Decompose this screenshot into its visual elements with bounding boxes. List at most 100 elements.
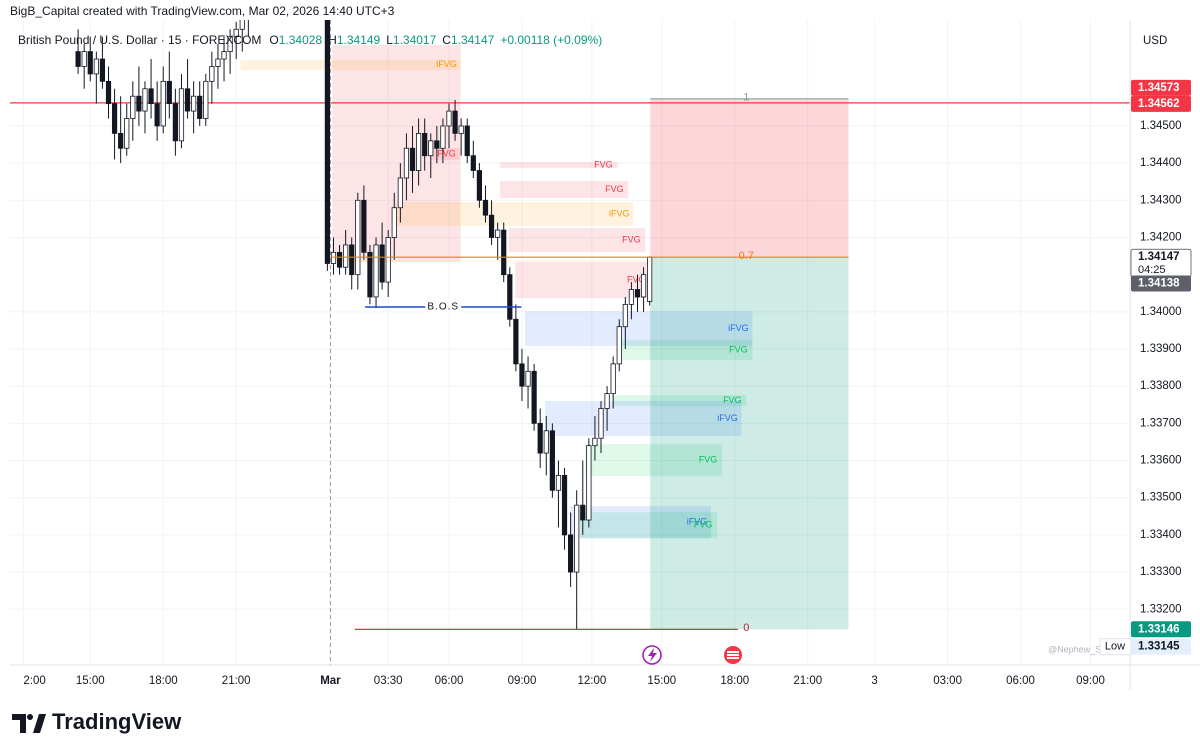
- fvg-zone: [620, 340, 753, 361]
- candle-body: [519, 363, 525, 387]
- price-tag-label: 1.34573: [1138, 82, 1180, 94]
- candle-body: [397, 177, 403, 209]
- fvg-zone: [508, 228, 646, 252]
- x-tick-label: 18:00: [720, 675, 749, 687]
- candle-body: [616, 326, 622, 365]
- candle-body: [598, 408, 604, 439]
- x-tick-label: 09:00: [1076, 675, 1105, 687]
- price-tag: [1131, 621, 1191, 638]
- x-tick-label: 21:00: [793, 675, 822, 687]
- candle-body: [586, 445, 592, 521]
- fvg-zone: [395, 202, 634, 226]
- candle-body: [197, 95, 203, 119]
- candle-body: [172, 103, 178, 142]
- change: +0.00118 (+0.09%): [500, 33, 602, 47]
- brand-logo: [12, 714, 46, 733]
- ohlc-value: 1.34149: [337, 33, 381, 47]
- fvg-zone: [545, 401, 742, 436]
- y-tick-label: 1.34400: [1140, 157, 1182, 169]
- ohlc-value: 1.34147: [451, 33, 495, 47]
- candle-body: [470, 155, 476, 171]
- candle-body: [391, 207, 397, 238]
- x-tick-label: 06:00: [435, 675, 464, 687]
- fvg-label: FVG: [622, 234, 641, 244]
- candle-body: [148, 88, 154, 105]
- candle-body: [239, 20, 245, 30]
- price-tag-label: 1.34147: [1138, 251, 1180, 263]
- price-tag-label: 1.34562: [1138, 98, 1180, 110]
- candle-body: [124, 118, 130, 149]
- y-tick-label: 1.34500: [1140, 120, 1182, 132]
- candle-body: [440, 125, 446, 149]
- candle-body: [543, 430, 549, 454]
- fvg-label: FVG: [605, 184, 624, 194]
- candle-body: [580, 504, 586, 521]
- candle-body: [409, 147, 416, 171]
- ohlc-value: 1.34017: [393, 33, 437, 47]
- candle-body: [118, 132, 124, 149]
- candle-body: [136, 95, 142, 112]
- candle-body: [555, 475, 562, 491]
- candle-body: [343, 244, 349, 268]
- price-tag: [1131, 95, 1191, 112]
- candle-body: [495, 229, 501, 238]
- x-tick-label: 06:00: [1006, 675, 1035, 687]
- candle-body: [75, 51, 81, 67]
- candle-body: [336, 251, 343, 268]
- candle-body: [428, 140, 434, 157]
- candle-body: [233, 28, 239, 38]
- candle-body: [385, 237, 391, 283]
- fvg-label: FVG: [627, 274, 646, 284]
- x-tick-label: 15:00: [76, 675, 105, 687]
- y-tick-label: 1.34000: [1140, 306, 1182, 318]
- candle-body: [513, 318, 519, 365]
- event-icon: [642, 645, 662, 665]
- candle-body: [130, 95, 136, 119]
- candle-body: [160, 80, 166, 127]
- level-label: 0: [743, 622, 749, 634]
- price-tag: [1131, 638, 1191, 655]
- x-tick-label: 2:00: [23, 675, 45, 687]
- candle-body: [476, 170, 483, 201]
- fvg-label: iFVG: [609, 208, 630, 218]
- fvg-label: iFVG: [687, 517, 708, 527]
- fvg-zone: [612, 395, 747, 407]
- y-tick-label: 1.33700: [1140, 417, 1182, 429]
- candle-body: [367, 251, 373, 298]
- candle-body: [227, 36, 233, 52]
- fvg-label: FVG: [594, 159, 613, 169]
- ohlc-label: L: [386, 33, 393, 47]
- ohlc-label: O: [269, 33, 278, 47]
- fvg-zone: [515, 262, 651, 299]
- fvg-zone: [580, 512, 718, 539]
- x-tick-label: 21:00: [222, 675, 251, 687]
- fvg-label: FVG: [437, 148, 456, 158]
- y-tick-label: 1.33400: [1140, 529, 1182, 541]
- candle-body: [568, 534, 574, 573]
- y-tick-label: 1.34200: [1140, 232, 1182, 244]
- x-tick-label: 15:00: [647, 675, 676, 687]
- low-tag: [1099, 638, 1132, 656]
- candle-body: [647, 256, 653, 302]
- candle-body: [537, 422, 543, 454]
- low-tag-label: Low: [1105, 641, 1125, 653]
- candle-body: [349, 244, 355, 276]
- level-label: 0.7: [739, 250, 754, 262]
- candle-body: [403, 147, 410, 179]
- candle-body: [628, 289, 635, 305]
- ohlc-label: H: [328, 33, 337, 47]
- candle-body: [355, 199, 361, 276]
- candle-body: [324, 20, 330, 264]
- fvg-zone: [585, 444, 723, 477]
- fvg-zone: [240, 59, 461, 70]
- x-tick-label: 18:00: [149, 675, 178, 687]
- candle-body: [422, 132, 428, 157]
- fvg-zone: [430, 147, 461, 161]
- candle-body: [452, 110, 458, 134]
- x-tick-label: 12:00: [577, 675, 606, 687]
- x-tick-label: 3: [871, 675, 877, 687]
- y-tick-label: 1.33200: [1140, 603, 1182, 615]
- symbol-name: British Pound / U.S. Dollar · 15 · FOREX…: [18, 33, 261, 47]
- x-tick-label: 03:30: [374, 675, 403, 687]
